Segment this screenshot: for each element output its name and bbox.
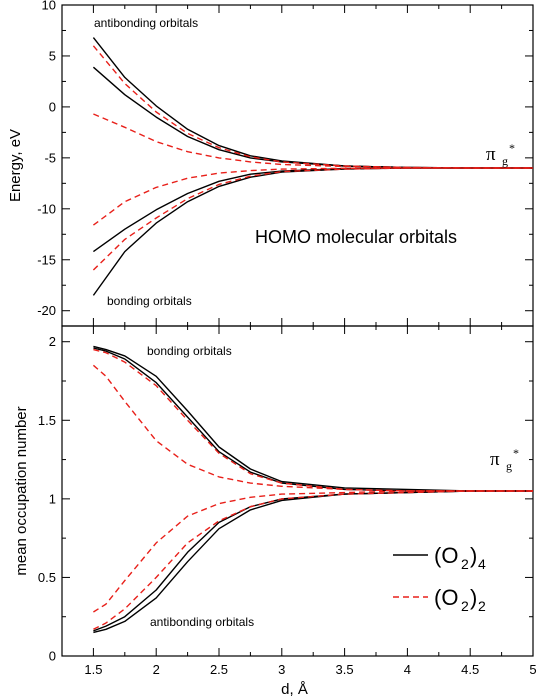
occupation-xtick-label: 1.5 bbox=[84, 662, 102, 677]
legend-text-2: (O bbox=[434, 585, 458, 610]
occupation-panel: 0 0.5 1 1.5 2 mean occupation number bonding o… bbox=[13, 325, 537, 698]
legend-close-2: ) bbox=[470, 585, 477, 610]
occupation-series-line bbox=[93, 347, 533, 492]
energy-series-line bbox=[93, 113, 533, 169]
pi-g-sub-bottom: g bbox=[506, 459, 512, 473]
occupation-ytick-label: 1.5 bbox=[38, 413, 56, 428]
energy-panel: -20 -15 -10 -5 0 5 10 Energy, eV antibonding orb… bbox=[7, 0, 534, 327]
occupation-series-line bbox=[92, 364, 533, 492]
legend-sub2-2: 2 bbox=[478, 598, 486, 614]
energy-ytick-label: 5 bbox=[49, 48, 56, 63]
occupation-xtick-label: 3 bbox=[278, 662, 285, 677]
pi-g-sup-bottom: * bbox=[513, 446, 519, 460]
pi-g-sup: * bbox=[509, 141, 515, 155]
bonding-label-bottom: bonding orbitals bbox=[147, 344, 232, 358]
occupation-xtick-label: 2 bbox=[153, 662, 160, 677]
energy-ylabel: Energy, eV bbox=[7, 129, 24, 202]
occupation-xtick-label: 5 bbox=[529, 662, 536, 677]
energy-ytick-label: -15 bbox=[37, 252, 56, 267]
antibonding-label: antibonding orbitals bbox=[94, 16, 198, 30]
energy-series-line bbox=[92, 37, 533, 169]
occupation-series-line bbox=[93, 345, 533, 492]
bonding-label: bonding orbitals bbox=[107, 294, 192, 308]
occupation-ytick-label: 0.5 bbox=[38, 570, 56, 585]
occupation-ytick-label: 1 bbox=[49, 491, 56, 506]
occupation-series-line bbox=[93, 348, 533, 492]
occupation-ylabel: mean occupation number bbox=[13, 406, 30, 575]
energy-series-line bbox=[92, 167, 533, 271]
pi-g-sub: g bbox=[502, 154, 508, 168]
pi-g-label-bottom: π bbox=[490, 449, 500, 470]
legend-sub-2: 2 bbox=[461, 598, 469, 614]
homo-label: HOMO molecular orbitals bbox=[255, 227, 457, 247]
legend-text-1: (O bbox=[434, 543, 458, 568]
occupation-xtick-label: 4.5 bbox=[461, 662, 479, 677]
occupation-xtick-label: 2.5 bbox=[210, 662, 228, 677]
occupation-xtick-label: 4 bbox=[404, 662, 411, 677]
occupation-ytick-label: 0 bbox=[49, 649, 56, 664]
legend-sub-1: 2 bbox=[461, 556, 469, 572]
energy-ytick-label: 0 bbox=[49, 99, 56, 114]
occupation-series-line bbox=[93, 490, 533, 630]
pi-g-label: π bbox=[486, 144, 496, 165]
legend-sub2-1: 4 bbox=[478, 556, 486, 572]
occupation-ytick-label: 2 bbox=[49, 334, 56, 349]
energy-ytick-label: -10 bbox=[37, 201, 56, 216]
energy-series-line bbox=[92, 45, 533, 169]
energy-ytick-label: -20 bbox=[37, 303, 56, 318]
occupation-series-line bbox=[93, 490, 533, 613]
energy-ytick-label: -5 bbox=[44, 150, 56, 165]
xlabel: d, Å bbox=[281, 681, 308, 698]
energy-series-line bbox=[92, 167, 533, 226]
legend-close-1: ) bbox=[470, 543, 477, 568]
energy-ytick-label: 10 bbox=[42, 0, 56, 13]
antibonding-label-bottom: antibonding orbitals bbox=[150, 615, 254, 629]
energy-series-line bbox=[92, 66, 533, 169]
occupation-xtick-label: 3.5 bbox=[336, 662, 354, 677]
